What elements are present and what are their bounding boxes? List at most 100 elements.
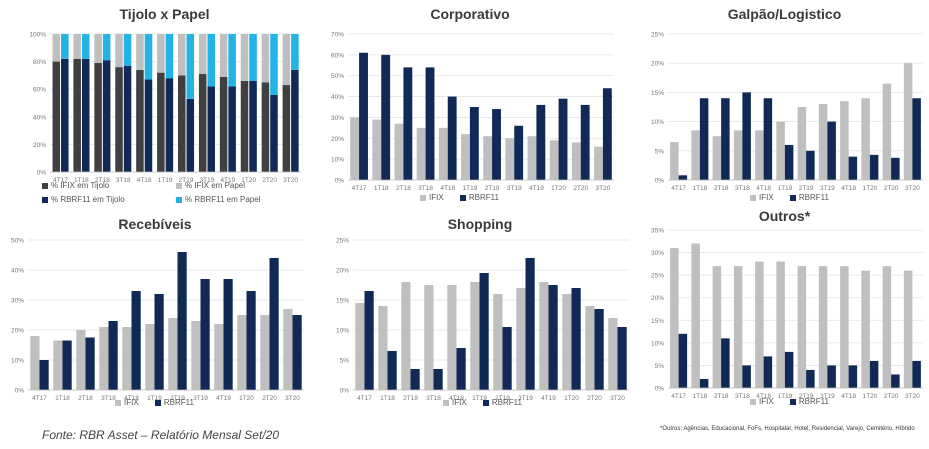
legend-label: IFIX [759,193,774,202]
bar-ifix [122,327,132,390]
bar-rbrf11 [869,154,879,180]
legend-label: RBRF11 [798,397,829,406]
y-tick-label: 10% [331,157,344,164]
bar-ifix [237,315,247,390]
bar-rbrf11 [912,360,921,388]
x-tick-label: 1T19 [777,185,792,192]
bar-rbrf11 [784,144,794,180]
x-tick-label: 4T19 [841,185,856,192]
bar-ifix-papel [219,34,228,77]
bar-rbrf11 [131,291,141,390]
legend-swatch [750,398,756,405]
chart-panel-tijolo: Tijolo x Papel 0% 20% 40% 60% 80% 100% 4T17 1T1… [22,6,307,206]
bar-rbrf-tijolo [81,58,90,173]
bar-ifix [424,285,434,390]
bar-rbrf-papel [270,34,278,95]
x-tick-label: 3T19 [193,395,208,402]
chart-svg: 0% 20% 40% 60% 80% 100% 4T17 1T18 2T18 3T18 4T18 1T… [29,32,301,184]
chart-legend: IFIX RBRF11 [750,397,843,406]
y-tick-label: 60% [33,87,46,94]
bar-rbrf11 [514,125,524,180]
y-tick-label: 50% [331,73,344,80]
bar-rbrf11 [387,351,397,390]
y-tick-label: 20% [336,268,349,275]
chart-title: Tijolo x Papel [119,6,210,22]
bar-rbrf11 [223,279,233,390]
chart-svg: 0% 5% 10% 15% 20% 25% 4T17 1T18 2T18 3T18 4T18 1T19… [336,238,629,402]
x-tick-label: 4T17 [671,185,686,192]
bar-ifix [818,266,828,388]
bar-ifix [571,142,581,180]
legend-label: IFIX [759,397,774,406]
y-tick-label: 5% [340,358,350,365]
bar-ifix [562,294,572,390]
bar-rbrf11 [571,288,581,390]
x-tick-label: 1T18 [74,177,89,184]
bar-rbrf11 [580,104,590,180]
x-tick-label: 1T20 [239,395,254,402]
x-tick-label: 1T19 [463,185,478,192]
bar-rbrf11 [492,109,501,180]
chart-title: Recebíveis [118,216,192,232]
y-tick-label: 20% [33,142,46,149]
chart-legend: IFIX RBRF11 [115,398,208,407]
bar-rbrf11 [548,285,558,390]
legend-swatch [482,399,489,406]
bar-rbrf-tijolo [186,98,195,172]
y-tick-label: 10% [336,328,349,335]
bar-ifix-papel [240,34,249,81]
bar-rbrf-tijolo [207,86,215,172]
bar-ifix [608,318,618,390]
bar-rbrf11 [912,98,921,180]
bar-ifix-papel [282,34,291,86]
x-tick-label: 1T20 [241,177,256,184]
x-tick-label: 4T19 [529,185,544,192]
bar-rbrf11 [721,338,730,388]
bar-rbrf11 [456,348,466,390]
y-tick-label: 40% [33,114,46,121]
y-tick-label: 20% [11,328,24,335]
y-tick-label: 10% [11,358,24,365]
bar-ifix [539,282,549,390]
y-tick-label: 25% [651,273,664,280]
bar-ifix [585,306,595,390]
legend-swatch [176,182,182,189]
y-tick-label: 35% [651,228,664,235]
bar-rbrf11 [742,92,751,180]
bar-ifix [733,266,743,388]
y-tick-label: 60% [331,52,344,59]
bar-rbrf11 [364,291,374,390]
y-tick-label: 0% [37,170,47,177]
bar-rbrf11 [39,360,49,390]
bar-rbrf-tijolo [249,80,257,172]
y-tick-label: 40% [11,268,24,275]
legend-item: IFIX [443,398,467,407]
legend-label: RBRF11 [468,193,499,202]
bar-ifix-tijolo [178,75,186,172]
bar-rbrf-tijolo [270,94,278,172]
bar-rbrf11 [269,258,279,390]
y-tick-label: 40% [331,94,344,101]
x-tick-label: 4T17 [671,393,686,400]
bar-rbrf-papel [61,34,69,59]
legend-item: IFIX [750,397,774,406]
bar-rbrf11 [827,365,836,388]
bar-ifix [755,130,764,180]
x-tick-label: 4T18 [440,185,455,192]
x-tick-label: 3T20 [285,395,300,402]
chart-legend: IFIX RBRF11 [420,193,513,202]
y-tick-label: 5% [655,363,665,370]
y-tick-label: 15% [651,318,664,325]
bar-ifix [30,336,40,390]
bar-rbrf11 [763,356,773,388]
legend-label: IFIX [124,398,139,407]
bar-ifix-papel [261,34,270,83]
bar-rbrf11 [699,378,709,388]
bar-rbrf11 [536,104,546,180]
x-tick-label: 1T19 [472,395,487,402]
bar-rbrf11 [742,365,751,388]
bar-rbrf11 [479,273,489,390]
x-tick-label: 2T18 [95,177,110,184]
x-tick-label: 1T20 [862,185,877,192]
y-tick-label: 20% [651,295,664,302]
